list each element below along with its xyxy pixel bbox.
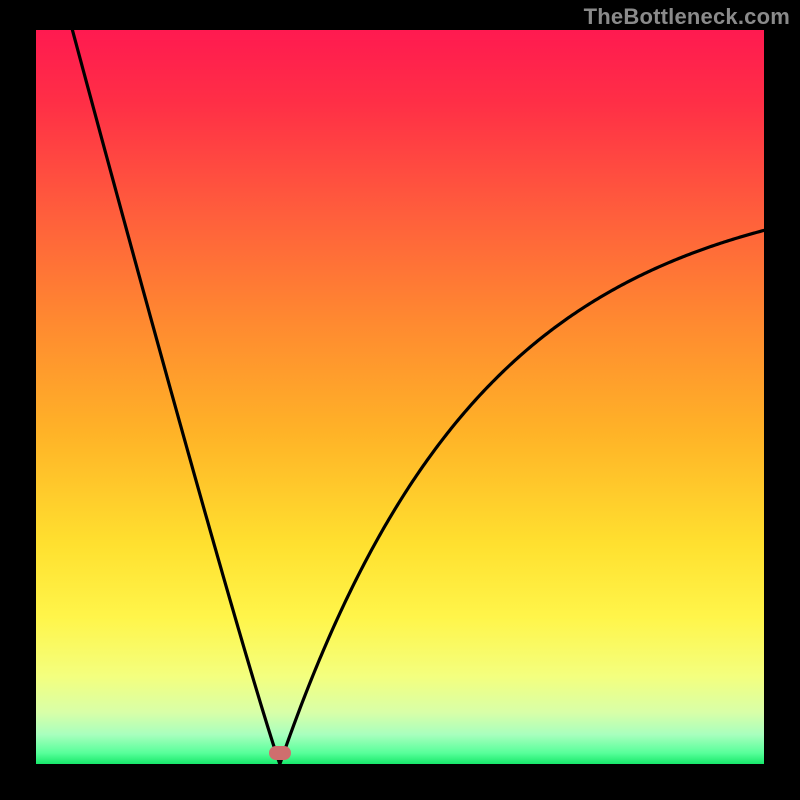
watermark: TheBottleneck.com xyxy=(584,4,790,30)
chart-root: TheBottleneck.com xyxy=(0,0,800,800)
plot-area xyxy=(36,30,764,764)
valley-marker xyxy=(269,746,291,760)
cusp-curve xyxy=(36,30,764,764)
